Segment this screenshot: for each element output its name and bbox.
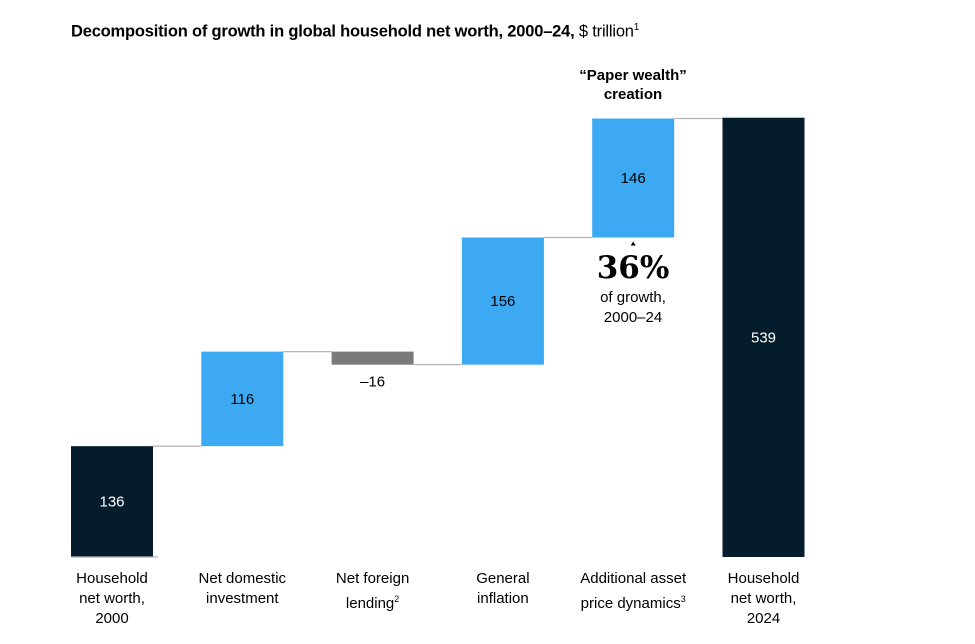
- category-label: Additional asset price dynamics3: [568, 569, 698, 614]
- annotation-sub-line: 2000–24: [603, 309, 663, 326]
- category-label-line: lending2: [308, 589, 438, 614]
- annotation-subtext: of growth, 2000–24: [553, 288, 713, 328]
- data-label: 116: [230, 391, 254, 408]
- category-label: General inflation: [438, 569, 568, 609]
- annotation-heading-line: “Paper wealth”: [579, 67, 687, 84]
- annotation-heading: “Paper wealth” creation: [553, 66, 713, 104]
- category-label-text: price dynamics: [580, 595, 681, 612]
- unit-label: $ trillion: [578, 22, 634, 41]
- annotation-percent: 36%: [596, 250, 670, 286]
- data-label: 156: [490, 293, 515, 310]
- category-label-line: Household: [76, 570, 148, 587]
- category-label-line: 2024: [746, 610, 781, 627]
- data-label: 539: [751, 329, 776, 346]
- footnote-marker: 2: [394, 594, 400, 604]
- category-label: Net domestic investment: [177, 569, 307, 609]
- bar-increase: [201, 351, 284, 447]
- category-label-line: Net foreign: [335, 570, 410, 587]
- category-label-line: net worth,: [79, 590, 145, 607]
- data-label: 136: [99, 494, 124, 511]
- category-label-line: investment: [206, 590, 279, 607]
- category-label-line: Household: [727, 570, 800, 587]
- arrow-up-icon: [630, 241, 636, 246]
- category-label-line: General: [476, 570, 530, 587]
- category-label-line: Net domestic: [198, 570, 287, 587]
- bar-increase: [461, 237, 544, 365]
- data-label: 146: [621, 170, 646, 187]
- category-label-line: inflation: [477, 590, 529, 607]
- bar-total: [722, 117, 805, 557]
- bar-total: [71, 446, 153, 557]
- category-label-line: price dynamics3: [568, 589, 698, 614]
- category-label: Household net worth, 2024: [699, 569, 829, 629]
- category-label-text: lending: [345, 595, 395, 612]
- bar-increase: [592, 118, 675, 238]
- annotation-sub-line: of growth,: [600, 289, 666, 306]
- title-footnote: 1: [633, 22, 640, 33]
- data-label: –16: [360, 374, 385, 391]
- category-label-line: 2000: [95, 610, 129, 627]
- footnote-marker: 3: [680, 594, 686, 604]
- category-label-line: Additional asset: [580, 570, 687, 587]
- bar-decrease: [331, 351, 414, 365]
- chart-title: Decomposition of growth in global househ…: [71, 22, 640, 41]
- category-label-line: net worth,: [730, 590, 797, 607]
- category-label: Net foreign lending2: [308, 569, 438, 614]
- category-label: Household net worth, 2000: [47, 569, 177, 629]
- annotation-heading-line: creation: [603, 86, 663, 103]
